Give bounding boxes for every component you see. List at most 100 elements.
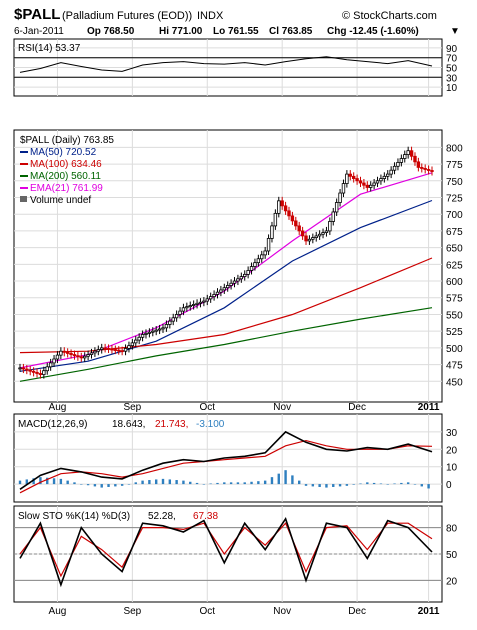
candle-body bbox=[72, 354, 77, 357]
price-tick-label: 500 bbox=[446, 344, 463, 355]
candle-body bbox=[113, 349, 118, 351]
candle-body bbox=[38, 373, 43, 376]
candle-body bbox=[287, 210, 291, 217]
stoch-tick-label: 80 bbox=[446, 524, 458, 535]
candle-body bbox=[144, 332, 148, 335]
candle-body bbox=[243, 273, 247, 277]
macd-histogram-bar bbox=[257, 481, 260, 485]
candle-body bbox=[253, 262, 257, 267]
change-down-arrow-icon: ▼ bbox=[450, 26, 460, 37]
candle-body bbox=[100, 347, 104, 350]
candle-body bbox=[249, 266, 254, 271]
price-tick-label: 600 bbox=[446, 277, 463, 288]
legend-rsi: RSI(14) 53.37 bbox=[18, 43, 81, 54]
candle-body bbox=[134, 339, 138, 344]
candle-body bbox=[219, 289, 223, 293]
macd-histogram-bar bbox=[325, 484, 328, 488]
candle-body bbox=[409, 150, 414, 157]
x-tick-label-price: Nov bbox=[273, 402, 291, 413]
candle-body bbox=[188, 305, 192, 308]
macd-histogram-bar bbox=[420, 484, 423, 487]
plot-layer bbox=[14, 56, 442, 588]
candle-body bbox=[392, 165, 397, 171]
macd-histogram-bar bbox=[100, 484, 103, 488]
macd-histogram-bar bbox=[66, 480, 69, 485]
candle-body bbox=[375, 180, 380, 184]
candle-body bbox=[280, 200, 284, 207]
legend-macd-label: MACD(12,26,9) bbox=[18, 419, 87, 430]
price-tick-label: 800 bbox=[446, 143, 463, 154]
macd-line bbox=[19, 430, 433, 490]
candle-body bbox=[229, 282, 233, 286]
candle-body bbox=[423, 168, 427, 170]
quote-close: Cl 763.85 bbox=[269, 26, 313, 37]
x-tick-label-price: Aug bbox=[49, 402, 67, 413]
candle-body bbox=[351, 175, 356, 179]
x-tick-label-price: Dec bbox=[348, 402, 366, 413]
candle-body bbox=[321, 232, 325, 235]
candle-body bbox=[246, 270, 250, 275]
candle-body bbox=[161, 327, 165, 330]
macd-histogram-bar bbox=[168, 479, 172, 485]
macd-histogram-bar bbox=[250, 481, 253, 485]
legend-ema21: EMA(21) 761.99 bbox=[30, 183, 103, 194]
macd-histogram-bar bbox=[209, 483, 212, 485]
quote-low: Lo 761.55 bbox=[213, 26, 259, 37]
candle-body bbox=[106, 348, 111, 350]
macd-histogram-bar bbox=[39, 477, 42, 485]
macd-histogram-bar bbox=[345, 484, 349, 486]
macd-histogram-bar bbox=[202, 484, 206, 485]
legend-k-value: 52.28, bbox=[148, 511, 176, 522]
legend-hist-value: -3.100 bbox=[196, 419, 225, 430]
legend-stoch-label: Slow STO %K(14) %D(3) bbox=[18, 511, 130, 522]
macd-histogram-bar bbox=[18, 480, 22, 485]
macd-legend: MACD(12,26,9) 18.643, 21.743, -3.100 bbox=[18, 419, 225, 430]
macd-histogram-bar bbox=[134, 482, 137, 485]
candle-body bbox=[117, 349, 121, 352]
legend-d-value: 67.38 bbox=[193, 511, 218, 522]
macd-histogram-bar bbox=[270, 477, 274, 485]
price-panel-frame bbox=[13, 129, 443, 403]
quote-open: Op 768.50 bbox=[87, 26, 135, 37]
candle-body bbox=[270, 225, 274, 239]
candle-body bbox=[65, 351, 70, 354]
candle-body bbox=[215, 291, 220, 295]
macd-histogram-bar bbox=[93, 484, 97, 487]
candle-body bbox=[222, 287, 226, 291]
candle-body bbox=[430, 170, 434, 172]
x-tick-label-stoch: Nov bbox=[273, 606, 291, 617]
candle-body bbox=[413, 155, 417, 163]
ma50-line bbox=[19, 199, 433, 372]
candle-body bbox=[212, 294, 216, 298]
candle-body bbox=[205, 298, 209, 302]
candle-body bbox=[140, 334, 145, 338]
x-tick-label-stoch: Sep bbox=[123, 606, 141, 617]
candle-body bbox=[82, 355, 87, 359]
candle-body bbox=[403, 154, 407, 159]
symbol-title: $PALL bbox=[14, 6, 60, 23]
macd-histogram-bar bbox=[46, 477, 49, 485]
macd-histogram-bar bbox=[298, 480, 301, 485]
candle-body bbox=[89, 352, 94, 355]
candle-body bbox=[317, 233, 322, 237]
candle-body bbox=[103, 347, 107, 350]
candle-body bbox=[232, 280, 237, 284]
stoch-tick-label: 20 bbox=[446, 576, 458, 587]
candle-body bbox=[239, 276, 244, 280]
candle-body bbox=[96, 349, 101, 352]
candle-body bbox=[137, 336, 141, 341]
legend-volume: Volume undef bbox=[30, 195, 91, 206]
candle-body bbox=[334, 202, 339, 213]
quote-high: Hi 771.00 bbox=[159, 26, 203, 37]
candle-body bbox=[147, 331, 152, 334]
macd-histogram-bar bbox=[243, 482, 246, 485]
macd-histogram-bar bbox=[161, 478, 165, 485]
rsi-tick-label: 10 bbox=[446, 83, 458, 94]
price-tick-label: 550 bbox=[446, 310, 463, 321]
candle-body bbox=[331, 211, 335, 222]
candle-body bbox=[28, 369, 32, 372]
candle-body bbox=[362, 182, 366, 186]
price-tick-label: 450 bbox=[446, 377, 463, 388]
candle-body bbox=[345, 173, 349, 184]
